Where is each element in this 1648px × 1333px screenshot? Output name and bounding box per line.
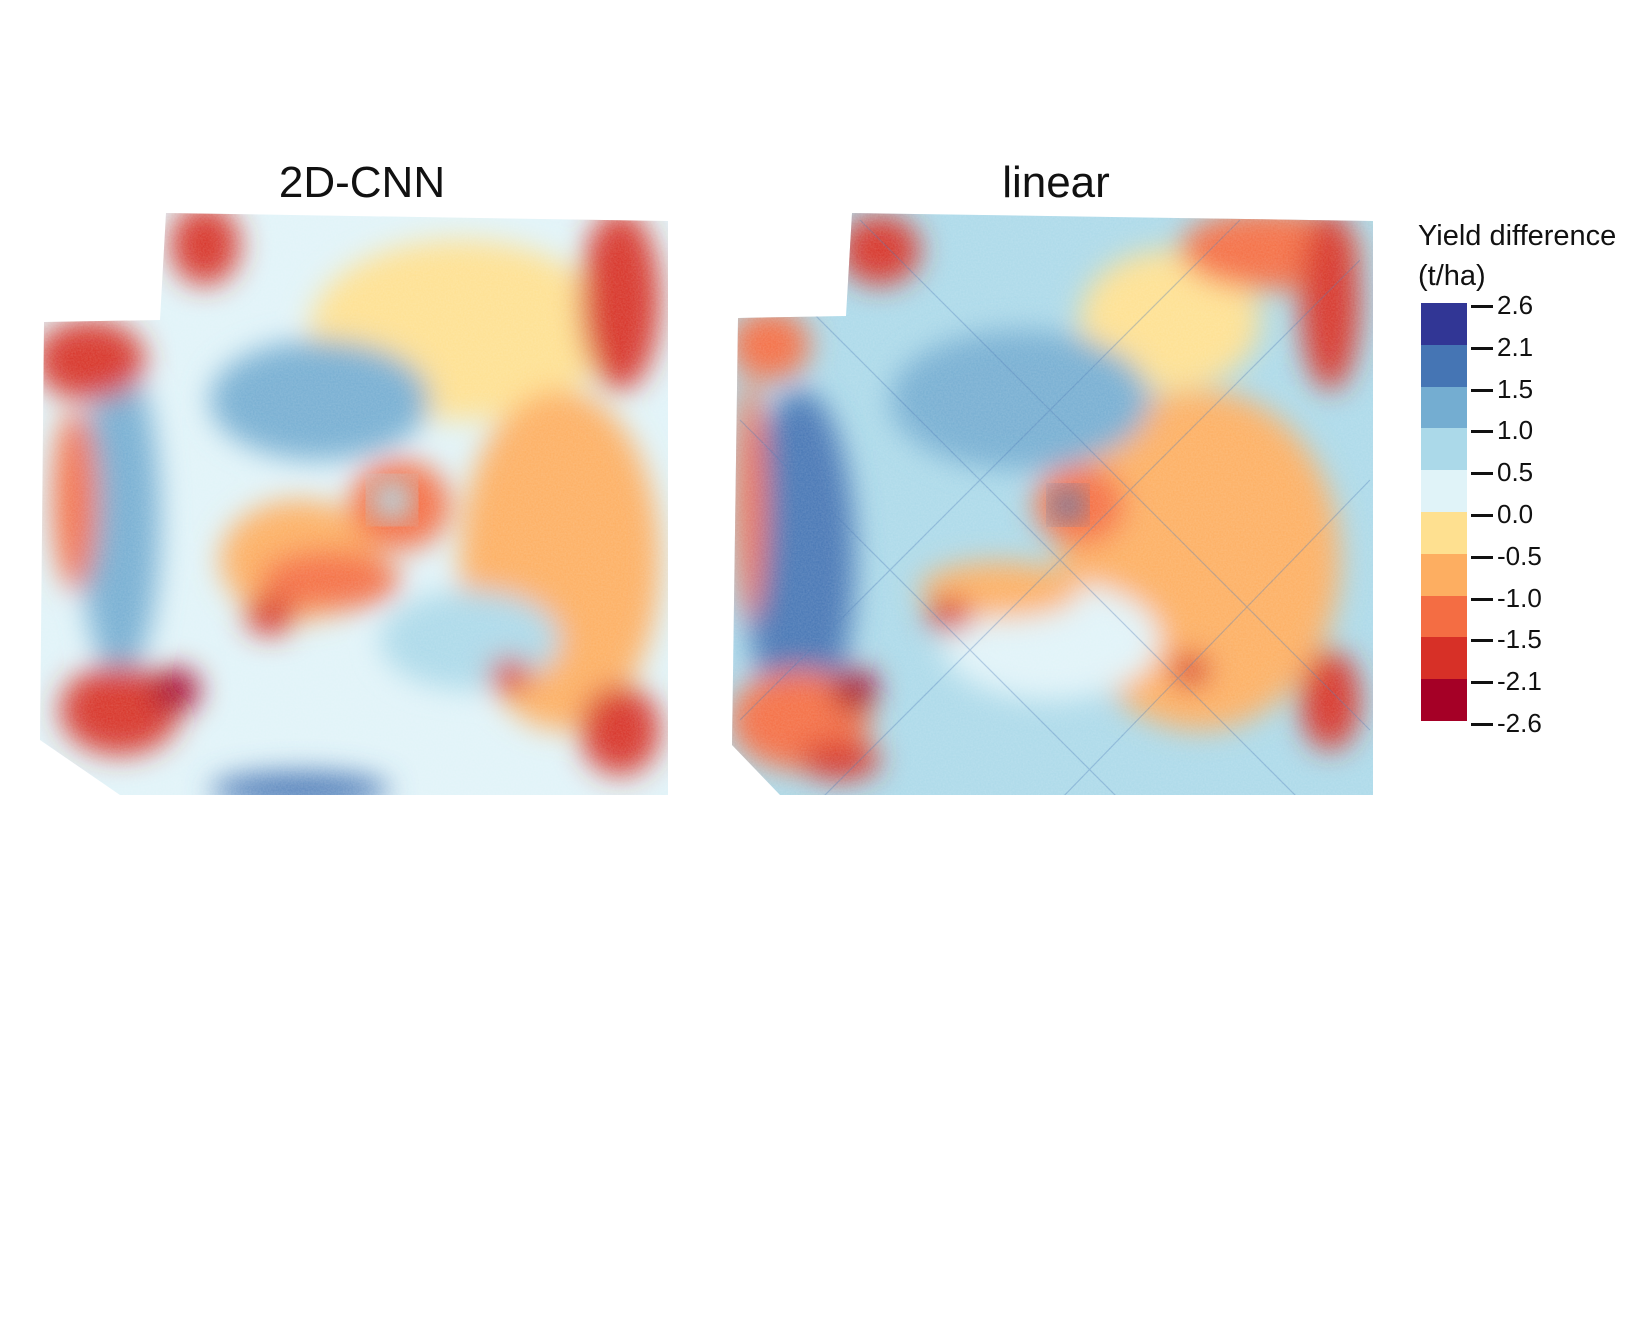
legend-swatch-0 <box>1421 303 1467 345</box>
legend-tick-mark <box>1471 472 1493 476</box>
legend-tick-mark <box>1471 555 1493 559</box>
legend-tick-mark <box>1471 430 1493 434</box>
panel-title-2d-cnn: 2D-CNN <box>278 158 446 207</box>
legend-tick-mark <box>1471 597 1493 601</box>
legend-tick-label: 2.6 <box>1497 290 1534 320</box>
legend-swatch-8 <box>1421 637 1467 680</box>
legend-tick-label: -1.5 <box>1497 624 1542 655</box>
legend-tick-mark <box>1471 305 1493 308</box>
map-linear <box>732 213 1373 795</box>
legend-swatch-9 <box>1421 679 1467 721</box>
legend-tick-mark <box>1471 639 1493 643</box>
legend-tick-label: 2.1 <box>1497 331 1534 362</box>
legend-tick-label: -2.1 <box>1497 666 1542 697</box>
legend-swatch-6 <box>1421 553 1467 596</box>
legend-tick-mark <box>1471 681 1493 685</box>
legend-tick-mark <box>1471 346 1493 350</box>
legend-tick-label: -0.5 <box>1497 540 1542 571</box>
legend-title-line2: (t/ha) <box>1418 260 1486 292</box>
legend-tick-label: 0.5 <box>1497 457 1534 488</box>
legend-swatch-1 <box>1421 344 1467 387</box>
legend-title-line1: Yield difference <box>1418 220 1617 252</box>
legend-swatch-2 <box>1421 386 1467 429</box>
legend-tick-label: -1.0 <box>1497 582 1542 613</box>
legend-swatch-5 <box>1421 511 1467 554</box>
legend-swatch-7 <box>1421 595 1467 638</box>
legend-tick-mark <box>1471 514 1493 517</box>
legend-swatch-3 <box>1421 428 1467 471</box>
legend-tick-label: 1.0 <box>1497 415 1534 446</box>
legend-tick-mark <box>1471 388 1493 392</box>
legend-color-bar <box>1421 303 1467 721</box>
legend-swatch-4 <box>1421 470 1467 512</box>
legend-tick-mark <box>1471 723 1493 726</box>
legend-tick-label: 0.0 <box>1497 499 1534 529</box>
legend-tick-label: -2.6 <box>1497 708 1542 738</box>
map-2d-cnn <box>40 213 668 795</box>
panel-title-linear: linear <box>1002 158 1110 207</box>
legend-tick-label: 1.5 <box>1497 373 1534 404</box>
legend-title: Yield difference (t/ha) <box>1418 216 1616 296</box>
